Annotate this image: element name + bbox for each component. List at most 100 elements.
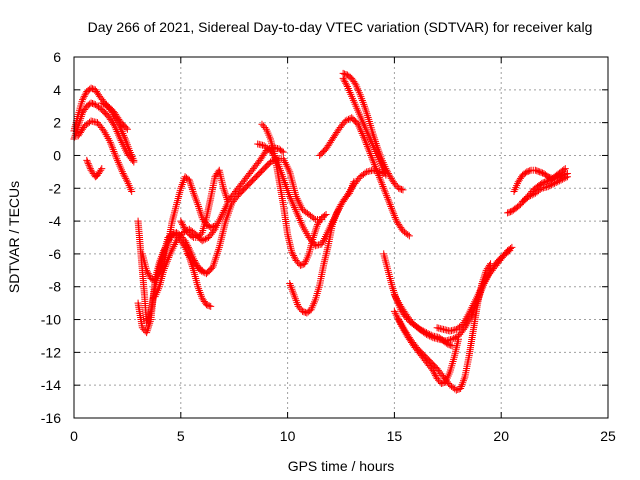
data-point xyxy=(363,142,371,150)
data-point xyxy=(447,341,455,349)
data-point xyxy=(144,270,152,278)
data-point xyxy=(164,255,172,263)
data-point xyxy=(205,302,213,310)
data-point xyxy=(98,99,106,107)
data-point xyxy=(162,261,170,269)
data-point xyxy=(524,167,532,175)
data-point xyxy=(196,266,204,274)
data-point xyxy=(182,238,190,246)
data-point xyxy=(165,252,173,260)
series-arc-4 xyxy=(83,156,106,181)
data-point xyxy=(106,138,114,146)
series-arc-17 xyxy=(339,74,390,179)
data-point xyxy=(123,125,131,133)
data-point xyxy=(87,84,95,92)
data-point xyxy=(508,243,516,251)
data-point xyxy=(122,174,130,182)
data-point xyxy=(188,232,196,240)
data-point xyxy=(210,227,218,235)
y-tick-label: 6 xyxy=(53,49,61,65)
data-point xyxy=(448,342,456,350)
data-point xyxy=(559,175,567,183)
data-point xyxy=(355,174,363,182)
data-point xyxy=(369,157,377,165)
data-point xyxy=(405,232,413,240)
data-point xyxy=(289,250,297,258)
data-point xyxy=(390,210,398,218)
data-point xyxy=(534,167,542,175)
data-point xyxy=(416,325,424,333)
data-point xyxy=(288,248,296,256)
y-tick-label: -12 xyxy=(41,344,61,360)
data-point xyxy=(299,307,307,315)
data-point xyxy=(86,165,94,173)
data-point xyxy=(543,172,551,180)
data-point xyxy=(536,186,544,194)
data-point xyxy=(343,116,351,124)
x-tick-label: 25 xyxy=(600,428,616,444)
data-point xyxy=(418,326,426,334)
data-point xyxy=(533,167,541,175)
data-point xyxy=(198,237,206,245)
x-axis-title: GPS time / hours xyxy=(288,458,395,474)
data-point xyxy=(487,260,495,268)
data-point xyxy=(129,156,137,164)
data-point xyxy=(341,194,349,202)
data-point xyxy=(198,267,206,275)
data-point xyxy=(165,254,173,262)
data-point xyxy=(454,386,462,394)
data-point xyxy=(450,334,458,342)
data-point xyxy=(451,334,459,342)
data-point xyxy=(435,376,443,384)
data-point xyxy=(128,188,136,196)
data-point xyxy=(368,153,376,161)
data-point xyxy=(202,301,210,309)
data-point xyxy=(110,147,118,155)
data-point xyxy=(390,212,398,220)
data-point xyxy=(382,190,390,198)
data-point xyxy=(258,120,266,128)
data-point xyxy=(321,212,329,220)
data-point xyxy=(296,261,304,269)
data-point xyxy=(163,259,171,267)
data-point xyxy=(120,171,128,179)
data-point xyxy=(445,380,453,388)
data-point xyxy=(433,375,441,383)
data-point xyxy=(341,117,349,125)
data-point xyxy=(178,219,186,227)
series-arc-3 xyxy=(74,117,136,196)
data-point xyxy=(399,186,407,194)
data-point xyxy=(448,335,456,343)
data-point xyxy=(361,169,369,177)
data-point xyxy=(390,179,398,187)
grid-layer xyxy=(74,57,608,418)
data-point xyxy=(360,135,368,143)
data-point xyxy=(341,70,349,78)
data-point xyxy=(383,192,391,200)
data-point xyxy=(528,191,536,199)
data-point xyxy=(90,100,98,108)
data-point xyxy=(547,181,555,189)
series-arc-21 xyxy=(395,260,495,394)
series-arc-11 xyxy=(183,155,326,278)
data-point xyxy=(108,142,116,150)
data-point xyxy=(531,166,539,174)
data-point xyxy=(560,166,568,174)
data-point xyxy=(562,174,570,182)
data-point xyxy=(396,185,404,193)
data-point xyxy=(292,256,300,264)
data-point xyxy=(549,180,557,188)
data-point xyxy=(294,258,302,266)
data-point xyxy=(310,240,318,248)
data-point xyxy=(381,188,389,196)
data-point xyxy=(290,252,298,260)
x-tick-label: 20 xyxy=(493,428,509,444)
y-tick-label: -6 xyxy=(49,246,62,262)
data-point xyxy=(340,76,348,84)
data-point xyxy=(259,122,267,130)
data-point xyxy=(561,165,569,173)
plot-frame xyxy=(73,56,609,419)
data-point xyxy=(89,85,97,93)
data-point xyxy=(341,78,349,86)
data-point xyxy=(342,79,350,87)
